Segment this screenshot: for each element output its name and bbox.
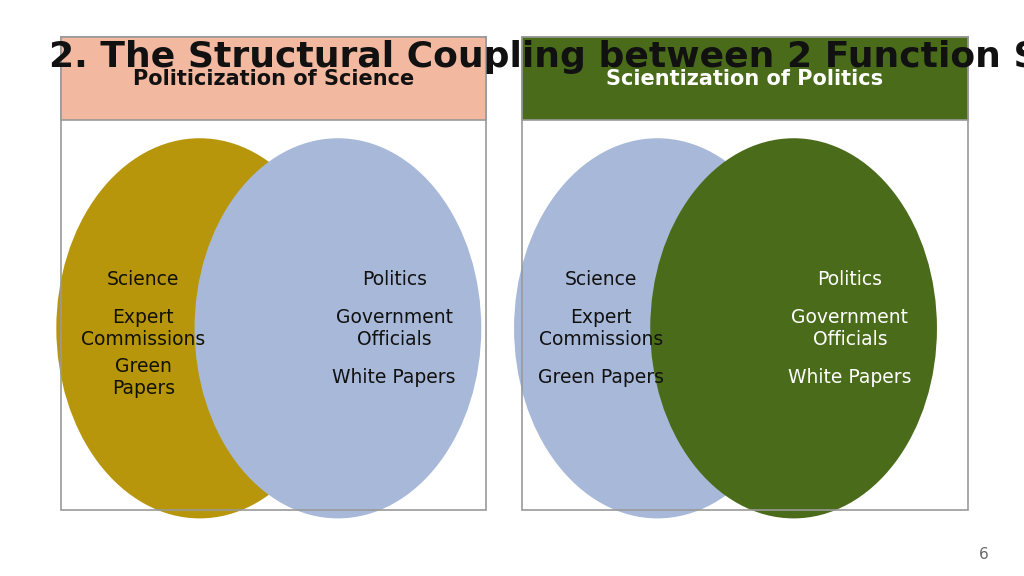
Bar [61, 120, 486, 510]
Text: 2. The Structural Coupling between 2 Function Systems: 2. The Structural Coupling between 2 Fun… [49, 40, 1024, 74]
Bar [522, 120, 968, 510]
Text: Expert
Commissions: Expert Commissions [81, 308, 206, 349]
Bar [522, 37, 968, 510]
Text: Green Papers: Green Papers [538, 368, 665, 386]
Text: 6: 6 [978, 547, 988, 562]
Bar [61, 37, 486, 120]
Text: Green
Papers: Green Papers [112, 357, 175, 398]
Ellipse shape [514, 138, 801, 518]
Text: Expert
Commissions: Expert Commissions [539, 308, 664, 349]
Ellipse shape [650, 138, 937, 518]
Text: White Papers: White Papers [333, 368, 456, 386]
Text: Politics: Politics [361, 270, 427, 289]
Ellipse shape [56, 138, 343, 518]
Text: White Papers: White Papers [788, 368, 911, 386]
Ellipse shape [195, 138, 481, 518]
Text: Science: Science [565, 270, 637, 289]
Text: Scientization of Politics: Scientization of Politics [606, 69, 884, 89]
Bar [61, 37, 486, 510]
Text: Science: Science [108, 270, 179, 289]
Text: Politicization of Science: Politicization of Science [133, 69, 415, 89]
Text: Politics: Politics [817, 270, 883, 289]
Text: Government
Officials: Government Officials [336, 308, 453, 349]
Text: Government
Officials: Government Officials [792, 308, 908, 349]
Bar [522, 37, 968, 120]
